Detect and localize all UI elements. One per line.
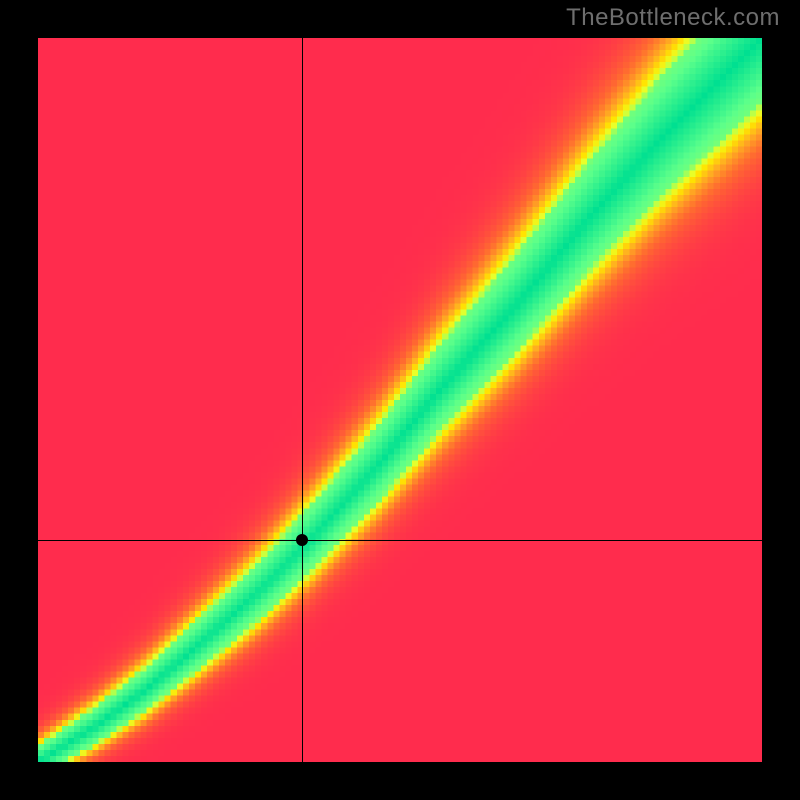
chart-frame: TheBottleneck.com (0, 0, 800, 800)
heatmap-canvas (38, 38, 762, 762)
heatmap-plot-area (38, 38, 762, 762)
watermark-text: TheBottleneck.com (566, 4, 780, 32)
